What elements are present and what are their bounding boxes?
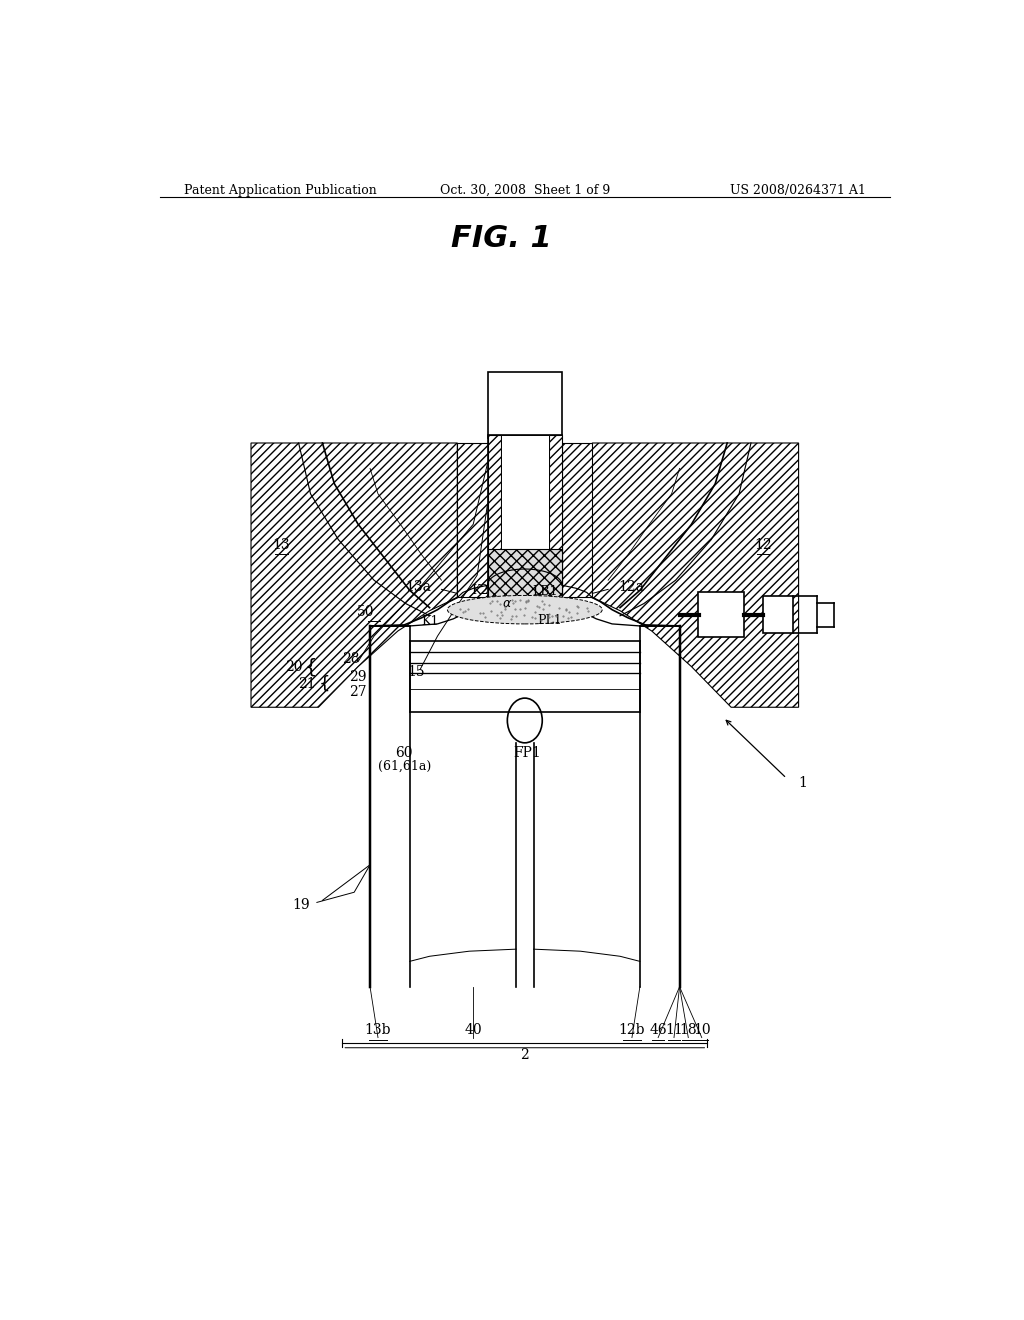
Text: 2: 2 — [520, 1048, 529, 1061]
Text: 20: 20 — [285, 660, 303, 673]
Text: 13: 13 — [272, 537, 290, 552]
Bar — [487, 372, 562, 438]
Bar — [487, 434, 562, 598]
Ellipse shape — [447, 595, 602, 624]
Text: K1: K1 — [422, 615, 439, 628]
Text: 21: 21 — [298, 677, 316, 690]
Polygon shape — [592, 444, 799, 708]
Polygon shape — [487, 434, 501, 598]
Text: 11: 11 — [666, 1023, 683, 1038]
Polygon shape — [562, 444, 592, 598]
Text: 1: 1 — [799, 776, 808, 791]
Circle shape — [507, 698, 543, 743]
Text: 28: 28 — [342, 652, 359, 667]
Bar — [697, 593, 743, 638]
Text: 29: 29 — [348, 669, 367, 684]
Polygon shape — [251, 444, 458, 708]
Text: Oct. 30, 2008  Sheet 1 of 9: Oct. 30, 2008 Sheet 1 of 9 — [439, 183, 610, 197]
Text: Patent Application Publication: Patent Application Publication — [183, 183, 376, 197]
Text: 13b: 13b — [365, 1023, 391, 1038]
Text: 40: 40 — [465, 1023, 482, 1038]
Bar — [501, 434, 549, 598]
Bar — [487, 549, 562, 598]
Text: PL1: PL1 — [538, 614, 562, 627]
Text: 12: 12 — [754, 537, 772, 552]
Polygon shape — [458, 444, 487, 598]
Text: {: { — [305, 657, 317, 676]
Text: 10: 10 — [693, 1023, 711, 1038]
Text: $\alpha$: $\alpha$ — [503, 597, 512, 610]
Text: K2: K2 — [472, 583, 489, 597]
Text: 12a: 12a — [618, 581, 644, 594]
Text: US 2008/0264371 A1: US 2008/0264371 A1 — [730, 183, 866, 197]
Text: {: { — [318, 675, 330, 693]
Text: LB1: LB1 — [532, 585, 558, 598]
Text: 18: 18 — [680, 1023, 697, 1038]
Text: 19: 19 — [292, 899, 310, 912]
Text: 50: 50 — [356, 605, 374, 619]
Polygon shape — [549, 434, 562, 598]
Text: 60: 60 — [395, 746, 413, 760]
Text: 13a: 13a — [406, 581, 431, 594]
Text: FIG. 1: FIG. 1 — [451, 224, 551, 253]
Text: 15: 15 — [408, 665, 425, 678]
Bar — [487, 549, 562, 598]
Text: FP1: FP1 — [513, 746, 541, 760]
Text: 27: 27 — [348, 685, 367, 700]
Text: (61,61a): (61,61a) — [378, 760, 431, 772]
Bar — [763, 597, 793, 634]
Text: 46: 46 — [649, 1023, 667, 1038]
Text: 12b: 12b — [618, 1023, 645, 1038]
